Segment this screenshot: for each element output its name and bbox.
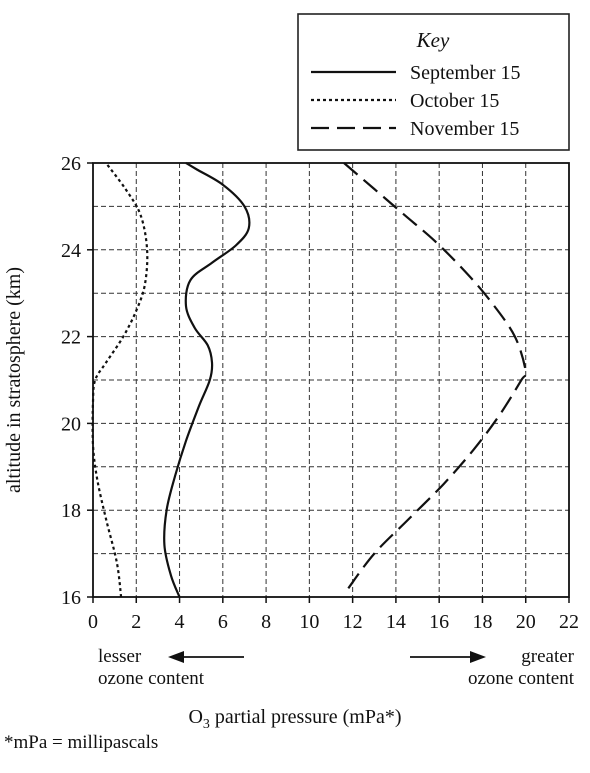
legend-title: Key bbox=[416, 28, 450, 52]
x-tick-labels: 0 2 4 6 8 10 12 14 16 18 20 22 bbox=[88, 597, 579, 633]
x-tick-label: 12 bbox=[343, 611, 363, 633]
plot-frame bbox=[92, 162, 570, 598]
legend: Key September 15 October 15 November 15 bbox=[297, 13, 570, 151]
y-axis-label: altitude in stratosphere (km) bbox=[3, 267, 25, 493]
legend-label-october: October 15 bbox=[410, 90, 499, 112]
x-axis-label: O3 partial pressure (mPa*) bbox=[0, 706, 590, 733]
y-tick-label: 24 bbox=[61, 240, 81, 262]
series-line-solid bbox=[163, 162, 251, 598]
x-tick-label: 22 bbox=[559, 611, 579, 633]
y-tick-label: 22 bbox=[61, 327, 81, 349]
lesser-annotation: lesser ozone content bbox=[98, 646, 204, 690]
series-group bbox=[91, 162, 528, 598]
greater-line2: ozone content bbox=[467, 668, 574, 689]
y-tick-label: 18 bbox=[61, 500, 81, 522]
x-axis-label-rest: partial pressure (mPa*) bbox=[209, 706, 402, 728]
y-tick-label: 20 bbox=[61, 413, 81, 435]
x-tick-label: 16 bbox=[429, 611, 449, 633]
x-tick-label: 18 bbox=[472, 611, 492, 633]
lesser-arrow bbox=[168, 651, 244, 663]
legend-label-september: September 15 bbox=[410, 62, 521, 84]
greater-annotation: greater ozone content bbox=[424, 646, 574, 690]
legend-label-november: November 15 bbox=[410, 118, 519, 140]
x-tick-label: 8 bbox=[261, 611, 271, 633]
x-tick-label: 10 bbox=[299, 611, 319, 633]
y-tick-label: 16 bbox=[61, 587, 81, 609]
lesser-line2: ozone content bbox=[98, 668, 205, 689]
x-tick-label: 4 bbox=[175, 611, 185, 633]
y-tick-labels: 16 18 20 22 24 26 bbox=[61, 153, 93, 609]
x-tick-label: 6 bbox=[218, 611, 228, 633]
x-tick-label: 20 bbox=[516, 611, 536, 633]
series-line-dotted bbox=[91, 162, 149, 598]
x-axis-label-sub: 3 bbox=[202, 717, 210, 732]
x-axis-label-main: O bbox=[188, 706, 203, 728]
x-tick-label: 14 bbox=[386, 611, 406, 633]
x-tick-label: 2 bbox=[131, 611, 141, 633]
lesser-line1: lesser bbox=[98, 646, 142, 667]
series-line-dashed bbox=[343, 162, 528, 589]
greater-arrow bbox=[410, 651, 486, 663]
greater-line1: greater bbox=[521, 646, 574, 667]
x-tick-label: 0 bbox=[88, 611, 98, 633]
y-tick-label: 26 bbox=[61, 153, 81, 175]
footnote: *mPa = millipascals bbox=[4, 732, 159, 753]
